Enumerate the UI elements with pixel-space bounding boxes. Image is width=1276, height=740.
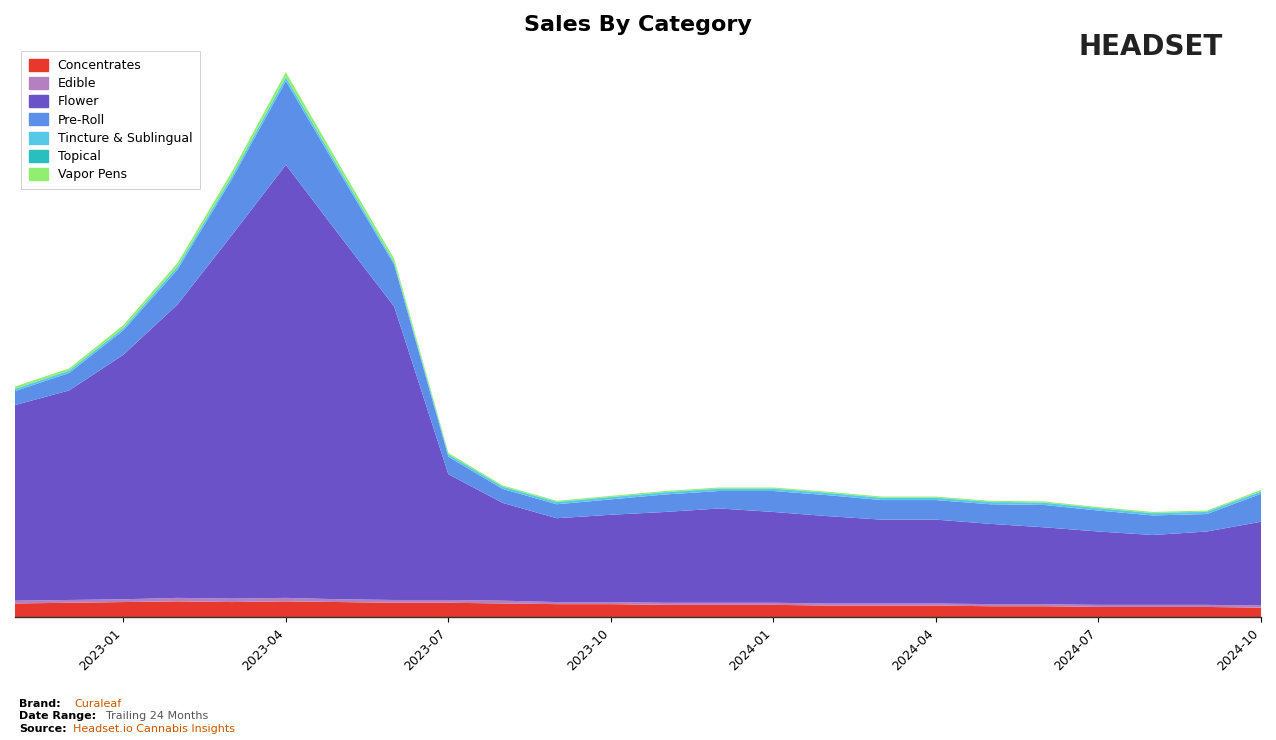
Text: Brand:: Brand: [19,699,61,709]
Text: Trailing 24 Months: Trailing 24 Months [106,711,208,722]
Text: Curaleaf: Curaleaf [74,699,121,709]
Title: Sales By Category: Sales By Category [524,15,752,35]
Text: Date Range:: Date Range: [19,711,96,722]
Text: Headset.io Cannabis Insights: Headset.io Cannabis Insights [73,724,235,734]
Text: HEADSET: HEADSET [1078,33,1222,61]
Legend: Concentrates, Edible, Flower, Pre-Roll, Tincture & Sublingual, Topical, Vapor Pe: Concentrates, Edible, Flower, Pre-Roll, … [22,51,199,189]
Text: Source:: Source: [19,724,66,734]
